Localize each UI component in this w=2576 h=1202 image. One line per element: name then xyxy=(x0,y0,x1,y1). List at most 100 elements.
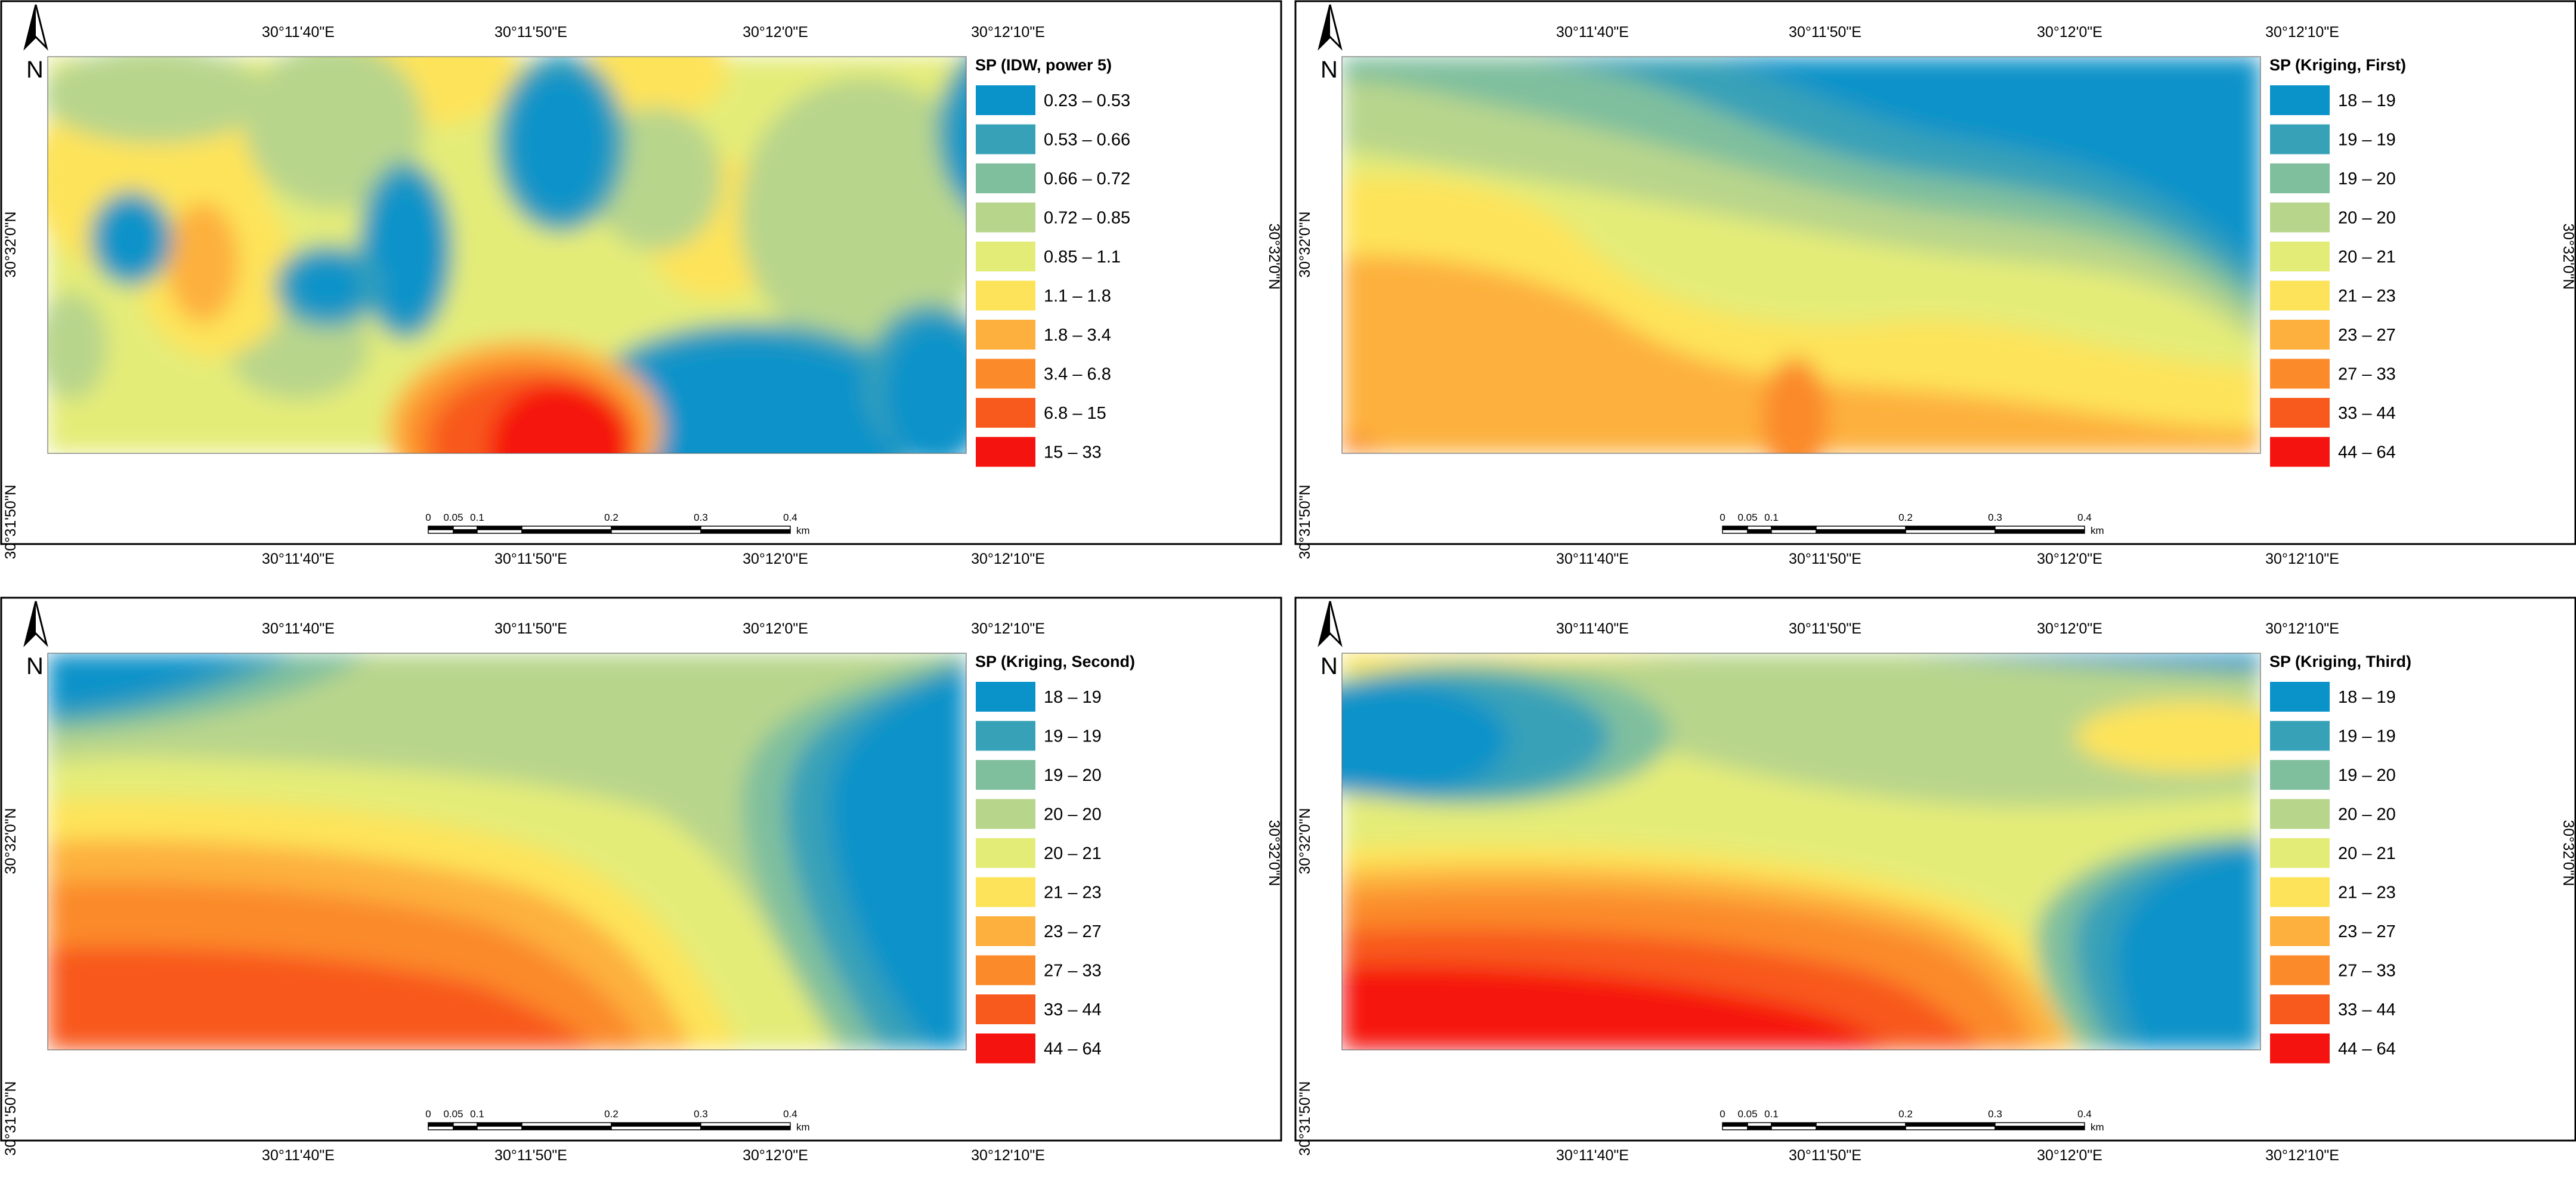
top-coordinate-label: 30°11'40"E xyxy=(262,24,335,41)
legend-swatch xyxy=(976,124,1035,155)
top-coordinate-labels: 30°11'40"E 30°11'50"E 30°12'0"E 30°12'10"E xyxy=(262,24,1045,41)
bottom-coordinate-label: 30°12'10"E xyxy=(2265,1147,2339,1164)
scale-bar-label: 0.05 xyxy=(1737,1108,1757,1120)
scale-bar-segment xyxy=(428,526,454,530)
scale-bar-segment xyxy=(428,1126,454,1130)
top-coordinate-labels: 30°11'40"E 30°11'50"E 30°12'0"E 30°12'10"E xyxy=(1556,620,2339,637)
scale-bar-segment xyxy=(1905,1126,1996,1130)
map-zone xyxy=(1342,965,1891,1050)
bottom-coordinate-labels: 30°11'40"E 30°11'50"E 30°12'0"E 30°12'10"E xyxy=(262,551,1045,567)
scale-bar-segment xyxy=(477,529,522,534)
legend-label: 1.1 – 1.8 xyxy=(1044,287,1111,306)
scale-bar-segment xyxy=(700,1122,791,1127)
map-panel-idw: N SP (IDW, power 5) 0.23 – 0.53 0.53 – 0.… xyxy=(0,0,1282,576)
bottom-coordinate-label: 30°11'50"E xyxy=(494,551,567,567)
map-zone xyxy=(585,57,728,119)
map-zone xyxy=(48,653,251,710)
top-coordinate-label: 30°12'0"E xyxy=(743,620,808,637)
legend-swatch xyxy=(976,721,1035,751)
left-coordinate-labels: 30°32'0"N 30°31'50"N xyxy=(2,211,19,559)
legend-swatch xyxy=(2270,760,2330,790)
legend-label: 21 – 23 xyxy=(2338,883,2396,903)
legend-swatch xyxy=(976,916,1035,946)
north-arrow-label: N xyxy=(1321,57,1338,83)
legend-label: 19 – 20 xyxy=(2338,766,2396,785)
legend-swatch xyxy=(976,437,1035,467)
scale-bar-segment xyxy=(611,529,701,534)
bottom-coordinate-labels: 30°11'40"E 30°11'50"E 30°12'0"E 30°12'10"E xyxy=(1556,551,2339,567)
legend-swatch xyxy=(976,877,1035,907)
map-raster xyxy=(1341,56,2261,454)
legend-label: 0.66 – 0.72 xyxy=(1044,169,1130,189)
map-panel-svg: N SP (Kriging, Third) 18 – 19 19 – 19 19 –… xyxy=(1294,597,2576,1164)
legend-swatch xyxy=(2270,916,2330,946)
scale-bar-segment xyxy=(1722,526,1748,530)
scale-bar: 0 0.05 0.1 0.2 0.3 0.4km xyxy=(1720,1108,2104,1133)
bottom-coordinate-label: 30°11'40"E xyxy=(1556,1147,1629,1164)
top-coordinate-label: 30°11'50"E xyxy=(494,24,567,41)
map-zone xyxy=(489,382,632,453)
right-coordinate-labels: 30°32'0"N xyxy=(1266,820,1282,886)
scale-bar-segment xyxy=(1722,529,1748,534)
scale-bar-label: 0 xyxy=(1720,512,1725,523)
legend-swatch xyxy=(2270,994,2330,1024)
map-extent-border xyxy=(47,56,967,454)
map-zone xyxy=(48,57,268,143)
map-zone xyxy=(954,86,966,200)
map-raster xyxy=(1341,653,2261,1050)
map-extent-border xyxy=(47,653,967,1050)
legend-label: 23 – 27 xyxy=(1044,922,1102,941)
scale-bar-label: 0.2 xyxy=(604,512,619,523)
legend-label: 0.23 – 0.53 xyxy=(1044,91,1130,110)
scale-bar-unit: km xyxy=(2091,525,2104,536)
top-coordinate-label: 30°11'50"E xyxy=(1789,24,1861,41)
scale-bar-label: 0.1 xyxy=(470,1108,484,1120)
scale-bar-segment xyxy=(1747,1126,1772,1130)
map-zone xyxy=(883,322,966,453)
legend-swatch xyxy=(976,359,1035,389)
scale-bar-segment xyxy=(1994,1122,2085,1127)
legend-swatch xyxy=(976,955,1035,985)
legend-label: 20 – 21 xyxy=(1044,844,1102,863)
map-zone xyxy=(740,78,966,352)
map-zone xyxy=(48,947,596,1050)
legend-title: SP (Kriging, Third) xyxy=(2269,653,2411,670)
legend-label: 3.4 – 6.8 xyxy=(1044,365,1111,384)
scale-bar-segment xyxy=(700,526,791,530)
legend-label: 18 – 19 xyxy=(2338,688,2396,707)
legend-swatch xyxy=(2270,799,2330,829)
bottom-coordinate-label: 30°11'50"E xyxy=(1789,551,1861,567)
legend: SP (IDW, power 5) 0.23 – 0.53 0.53 – 0.66… xyxy=(975,56,1130,467)
map-zone xyxy=(1980,653,2260,665)
legend-label: 19 – 20 xyxy=(1044,766,1102,785)
map-zone xyxy=(1342,255,2260,453)
scale-bar-segment xyxy=(453,529,478,534)
legend-swatch xyxy=(976,320,1035,350)
legend-swatch xyxy=(976,994,1035,1024)
left-coordinate-label: 30°32'0"N xyxy=(1297,808,1313,874)
scale-bar: 0 0.05 0.1 0.2 0.3 0.4km xyxy=(1720,512,2104,536)
map-zone xyxy=(590,340,913,453)
scale-bar-label: 0.2 xyxy=(604,1108,619,1120)
legend-label: 0.72 – 0.85 xyxy=(1044,209,1130,228)
legend-label: 20 – 21 xyxy=(2338,248,2396,267)
legend-swatch xyxy=(976,163,1035,193)
legend-swatch xyxy=(2270,359,2330,389)
map-zone xyxy=(1762,358,1828,453)
top-coordinate-label: 30°12'10"E xyxy=(971,24,1045,41)
right-coordinate-label: 30°32'0"N xyxy=(2560,820,2576,886)
scale-bar-segment xyxy=(453,1122,478,1127)
legend-swatch xyxy=(2270,280,2330,311)
map-zone xyxy=(292,259,364,313)
scale-bar-label: 0.4 xyxy=(783,512,797,523)
map-panel-svg: N SP (IDW, power 5) 0.23 – 0.53 0.53 – 0.… xyxy=(0,0,1282,567)
right-coordinate-label: 30°32'0"N xyxy=(2560,223,2576,289)
scale-bar-label: 0.1 xyxy=(1764,1108,1779,1120)
map-zone xyxy=(2076,701,2260,773)
scale-bar-label: 0.3 xyxy=(694,1108,708,1120)
legend-label: 19 – 19 xyxy=(1044,727,1102,746)
scale-bar-unit: km xyxy=(796,525,810,536)
legend-swatch xyxy=(976,799,1035,829)
legend-label: 18 – 19 xyxy=(1044,688,1102,707)
legend-label: 6.8 – 15 xyxy=(1044,404,1106,423)
